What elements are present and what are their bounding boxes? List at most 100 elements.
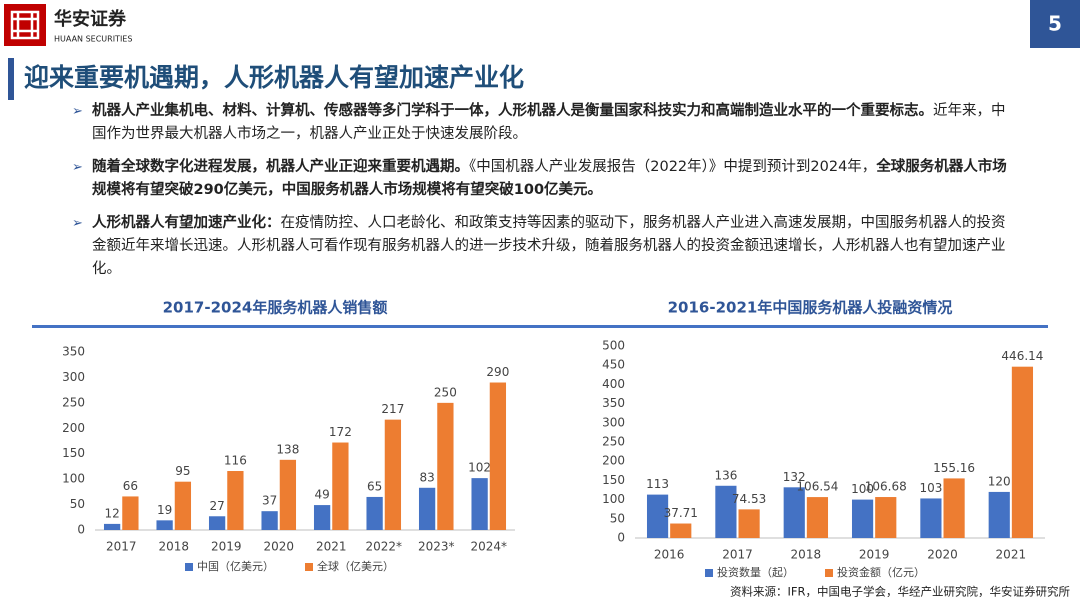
bullet-list: ➢ 机器人产业集机电、材料、计算机、传感器等多门学科于一体，人形机器人是衡量国家科…: [72, 100, 1017, 291]
x-tick-label: 2024*: [470, 540, 507, 554]
bar: [313, 505, 331, 530]
bar: [418, 487, 436, 530]
bold-text: 机器人产业集机电、材料、计算机、传感器等多门学科于一体，人形机器人是衡量国家科技…: [92, 103, 933, 119]
bullet-arrow: ➢: [72, 160, 83, 175]
bar: [384, 419, 402, 530]
bar: [806, 497, 829, 538]
divider: [32, 325, 1048, 328]
company-name: 华安证券: [54, 8, 127, 30]
page-number-box: [1030, 0, 1080, 48]
legend-swatch: [705, 569, 713, 577]
x-tick-label: 2022*: [365, 540, 402, 554]
x-tick-label: 2018: [158, 540, 189, 554]
y-tick-label: 150: [602, 473, 625, 487]
x-tick-label: 2021: [996, 548, 1027, 562]
bar: [988, 491, 1010, 538]
bar: [279, 459, 297, 530]
y-tick-label: 50: [610, 511, 625, 525]
y-tick-label: 450: [602, 358, 625, 372]
y-tick-label: 0: [77, 523, 85, 537]
slide-title: 迎来重要机遇期，人形机器人有望加速产业化: [24, 63, 524, 92]
bullet: ➢ 人形机器人有望加速产业化：在疫情防控、人口老龄化、和政策支持等因素的驱动下，服…: [72, 212, 1017, 281]
y-tick-label: 50: [70, 497, 85, 511]
title-bar: [8, 58, 14, 100]
bar: [332, 442, 349, 530]
x-tick-label: 2017: [106, 540, 137, 554]
bar: [471, 478, 488, 530]
data-label: 102: [468, 461, 491, 475]
data-label: 217: [381, 402, 404, 416]
bar: [366, 496, 383, 530]
data-label: 106.54: [796, 480, 838, 494]
company-name-en: HUAAN SECURITIES: [54, 35, 132, 44]
bar: [227, 471, 244, 530]
body-text: 近年来，中国作为世界最大机器人市场之一，机器人产业正处于快速发展阶段。: [92, 103, 1006, 142]
y-tick-label: 100: [62, 472, 85, 486]
data-label: 116: [224, 454, 247, 468]
data-label: 120: [988, 474, 1011, 488]
bar: [646, 494, 669, 538]
source-note: 资料来源：IFR，中国电子学会，华经产业研究院，华安证券研究所: [730, 585, 1070, 599]
bullet-arrow: ➢: [72, 216, 83, 231]
legend-swatch: [825, 569, 833, 577]
x-tick-label: 2018: [791, 548, 822, 562]
bar: [875, 497, 897, 538]
logo: [4, 4, 46, 46]
data-label: 290: [486, 365, 509, 379]
x-tick-label: 2016: [654, 548, 685, 562]
data-label: 65: [367, 479, 382, 493]
y-tick-label: 200: [602, 454, 625, 468]
data-label: 250: [434, 385, 457, 399]
bar: [670, 523, 692, 538]
bar: [943, 478, 965, 538]
legend-swatch: [305, 563, 313, 571]
bold-text: 全球服务机器人市场规模将有望突破290亿美元，中国服务机器人市场规模将有望突破1…: [92, 159, 1007, 198]
page-number: 5: [1048, 12, 1062, 36]
y-tick-label: 500: [602, 339, 625, 353]
y-tick-label: 250: [602, 435, 625, 449]
y-tick-label: 100: [602, 492, 625, 506]
x-tick-label: 2019: [211, 540, 242, 554]
logo-pattern: [10, 10, 40, 40]
y-tick-label: 400: [602, 377, 625, 391]
data-label: 95: [175, 464, 190, 478]
legend-label: 投资数量（起）: [717, 565, 794, 579]
data-label: 136: [714, 468, 737, 482]
data-label: 446.14: [1001, 349, 1043, 363]
data-label: 12: [104, 506, 119, 520]
data-label: 155.16: [933, 461, 975, 475]
chart-title: 2016-2021年中国服务机器人投融资情况: [668, 299, 953, 317]
bar: [489, 382, 507, 530]
x-tick-label: 2017: [722, 548, 753, 562]
data-label: 66: [123, 479, 138, 493]
data-label: 49: [314, 488, 329, 502]
data-label: 37.71: [664, 506, 698, 520]
y-tick-label: 300: [602, 415, 625, 429]
legend-label: 全球（亿美元）: [317, 559, 394, 573]
bar: [920, 498, 942, 538]
y-tick-label: 250: [62, 395, 85, 409]
y-tick-label: 150: [62, 446, 85, 460]
bar: [261, 511, 278, 530]
bold-text: 人形机器人有望加速产业化：: [92, 215, 281, 231]
legend-swatch: [185, 563, 193, 571]
x-tick-label: 2020: [263, 540, 294, 554]
bold-text: 随着全球数字化进程发展，机器人产业正迎来重要机遇期。: [92, 159, 469, 175]
bar: [156, 520, 173, 530]
y-tick-label: 200: [62, 421, 85, 435]
y-tick-label: 350: [602, 396, 625, 410]
x-tick-label: 2020: [927, 548, 958, 562]
bar: [122, 496, 139, 530]
body-text: 《中国机器人产业发展报告（2022年）》中提到预计到2024年，: [469, 159, 877, 175]
bar: [783, 487, 805, 538]
data-label: 113: [646, 477, 669, 491]
data-label: 27: [209, 499, 224, 513]
bar: [103, 523, 121, 530]
bar: [437, 402, 454, 530]
y-tick-label: 0: [617, 531, 625, 545]
bar: [738, 509, 760, 538]
x-tick-label: 2019: [859, 548, 890, 562]
chart-title: 2017-2024年服务机器人销售额: [163, 299, 388, 317]
